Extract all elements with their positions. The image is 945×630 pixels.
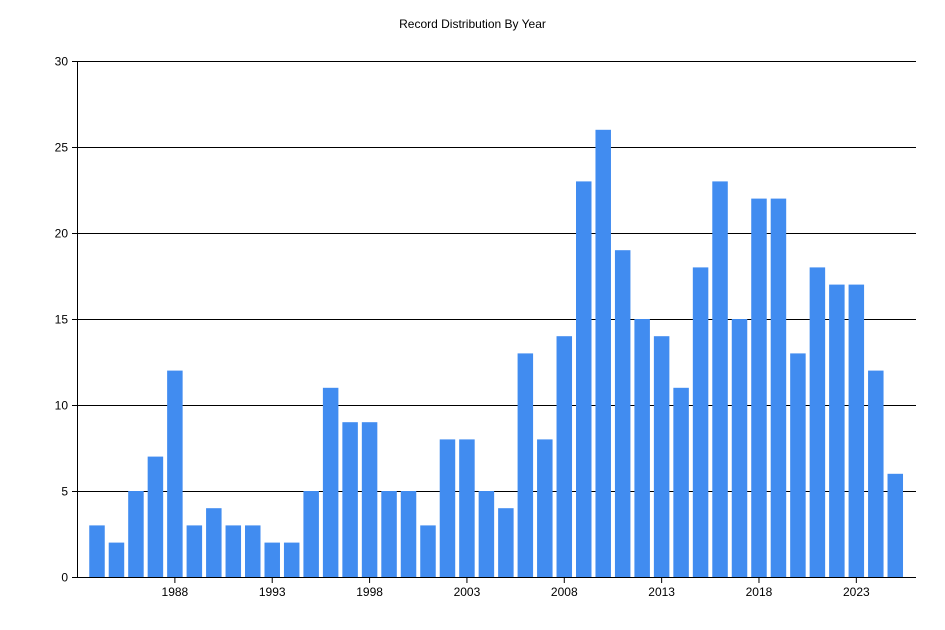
- x-tick-label: 2003: [454, 585, 481, 599]
- x-tick-label: 2023: [843, 585, 870, 599]
- bar-1987: [147, 456, 164, 577]
- bar-1998: [361, 422, 378, 577]
- x-tick-label: 1993: [259, 585, 286, 599]
- axes: [72, 61, 916, 583]
- bar-1993: [264, 542, 280, 577]
- x-tick-label: 1988: [162, 585, 189, 599]
- bar-1997: [342, 422, 358, 577]
- bar-2013: [653, 336, 670, 577]
- bar-1992: [245, 525, 261, 577]
- bar-2004: [478, 491, 495, 577]
- y-tick-label: 5: [61, 485, 68, 499]
- bar-1996: [322, 387, 339, 577]
- bar-2005: [498, 508, 514, 577]
- bar-2012: [634, 319, 650, 577]
- bar-1995: [303, 491, 319, 577]
- y-tick-label: 10: [55, 399, 69, 413]
- bar-2020: [790, 353, 806, 577]
- bar-2008: [556, 336, 573, 577]
- tick-labels: 0 5 10 15 20 25 30 1988 1993 1998 2003 2008 2013 2018…: [55, 55, 870, 600]
- bar-2024: [868, 370, 884, 577]
- bar-1990: [206, 508, 222, 577]
- bar-2009: [576, 181, 592, 577]
- bar-2022: [829, 284, 845, 577]
- chart-title: Record Distribution By Year: [399, 17, 546, 31]
- bar-2011: [614, 250, 631, 577]
- x-tick-label: 2008: [551, 585, 578, 599]
- bar-2006: [517, 353, 534, 577]
- bar-2014: [673, 387, 689, 577]
- bar-2015: [692, 267, 709, 577]
- bar-1986: [128, 491, 144, 577]
- bar-2025: [887, 473, 904, 577]
- bar-2016: [712, 181, 728, 577]
- bar-2010: [595, 129, 611, 578]
- x-tick-label: 1998: [356, 585, 383, 599]
- bar-1991: [225, 525, 242, 577]
- y-tick-label: 25: [55, 141, 69, 155]
- bar-1988: [167, 370, 183, 577]
- bar-2023: [848, 284, 865, 577]
- bar-2021: [809, 267, 826, 577]
- y-tick-label: 15: [55, 313, 69, 327]
- bar-2002: [439, 439, 456, 577]
- bar-2001: [420, 525, 436, 577]
- bar-1984: [89, 525, 105, 577]
- bar-2018: [751, 198, 767, 577]
- y-tick-label: 0: [61, 571, 68, 585]
- gridlines: [77, 61, 916, 492]
- bar-1989: [186, 525, 203, 577]
- x-tick-label: 2018: [746, 585, 773, 599]
- bars: [89, 129, 904, 578]
- bar-2003: [459, 439, 475, 577]
- y-tick-label: 30: [55, 55, 69, 69]
- bar-1999: [381, 491, 397, 577]
- bar-2017: [731, 319, 748, 577]
- bar-2007: [537, 439, 553, 577]
- x-tick-label: 2013: [648, 585, 675, 599]
- bar-1994: [283, 542, 300, 577]
- bar-2000: [400, 491, 417, 577]
- bar-1985: [108, 542, 125, 577]
- y-tick-label: 20: [55, 227, 69, 241]
- bar-2019: [770, 198, 787, 577]
